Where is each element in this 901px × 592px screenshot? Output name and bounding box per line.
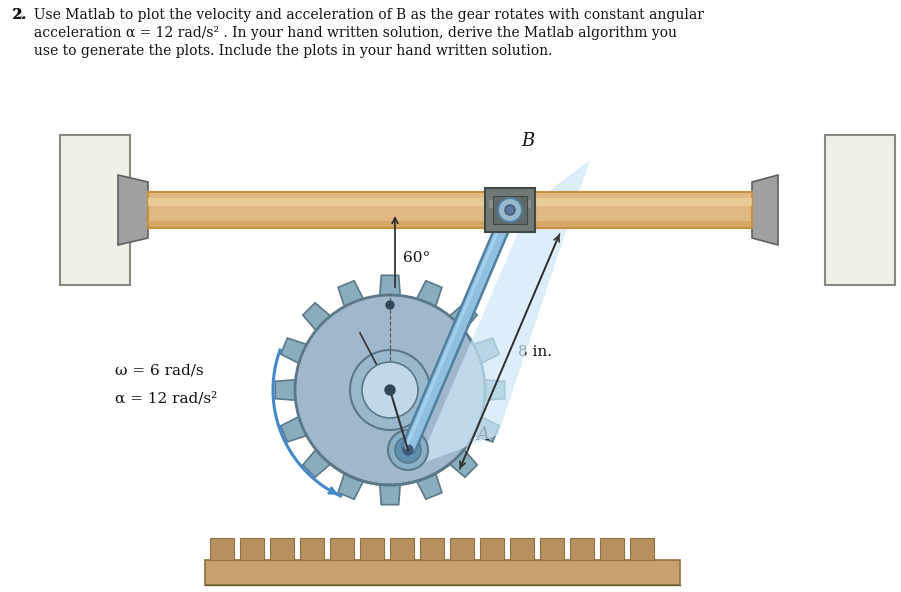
Text: acceleration α = 12 rad/s² . In your hand written solution, derive the Matlab al: acceleration α = 12 rad/s² . In your han… (12, 26, 677, 40)
Circle shape (362, 362, 418, 418)
Circle shape (295, 295, 485, 485)
Text: O: O (402, 378, 415, 394)
Polygon shape (330, 538, 354, 560)
Polygon shape (480, 538, 504, 560)
Bar (485, 188, 535, 232)
Polygon shape (450, 449, 478, 477)
Polygon shape (540, 538, 564, 560)
Text: 2.  Use Matlab to plot the velocity and acceleration of B as the gear rotates wi: 2. Use Matlab to plot the velocity and a… (12, 8, 704, 22)
Polygon shape (570, 538, 594, 560)
Polygon shape (402, 207, 516, 453)
Polygon shape (240, 538, 264, 560)
Circle shape (386, 301, 394, 309)
Text: 3 in.: 3 in. (335, 328, 369, 342)
Polygon shape (420, 538, 444, 560)
Polygon shape (303, 303, 331, 330)
Bar (493, 196, 527, 224)
Polygon shape (450, 538, 474, 560)
Polygon shape (416, 281, 441, 307)
Polygon shape (473, 417, 499, 442)
Polygon shape (416, 474, 441, 499)
Text: 60°: 60° (403, 251, 431, 265)
Circle shape (388, 430, 428, 470)
Text: 8 in.: 8 in. (517, 345, 551, 359)
Text: 2.: 2. (12, 8, 26, 22)
Polygon shape (303, 449, 331, 477)
Text: use to generate the plots. Include the plots in your hand written solution.: use to generate the plots. Include the p… (12, 44, 552, 58)
Polygon shape (450, 303, 478, 330)
Text: α = 12 rad/s²: α = 12 rad/s² (115, 391, 217, 405)
Polygon shape (510, 538, 534, 560)
Bar (148, 192, 752, 228)
Polygon shape (418, 160, 590, 465)
Polygon shape (60, 135, 130, 285)
Circle shape (395, 437, 421, 463)
Polygon shape (379, 275, 400, 295)
Polygon shape (600, 538, 624, 560)
Circle shape (350, 350, 430, 430)
Polygon shape (118, 175, 148, 245)
Polygon shape (752, 175, 778, 245)
Polygon shape (276, 379, 296, 400)
Polygon shape (485, 379, 505, 400)
Polygon shape (360, 538, 384, 560)
Polygon shape (379, 484, 400, 504)
Circle shape (498, 198, 522, 222)
Polygon shape (270, 538, 294, 560)
Polygon shape (630, 538, 654, 560)
Polygon shape (405, 208, 509, 449)
Text: B: B (522, 132, 534, 150)
Polygon shape (300, 538, 324, 560)
Polygon shape (338, 474, 363, 499)
Polygon shape (281, 417, 306, 442)
Text: 2 in.: 2 in. (335, 418, 369, 432)
Bar (148, 198, 752, 206)
Polygon shape (210, 538, 234, 560)
Bar (148, 221, 752, 228)
Polygon shape (473, 338, 499, 363)
Circle shape (385, 385, 395, 395)
Polygon shape (281, 338, 306, 363)
Circle shape (403, 445, 413, 455)
Polygon shape (205, 560, 680, 585)
Text: A: A (476, 426, 489, 444)
Polygon shape (338, 281, 363, 307)
Bar (489, 200, 531, 208)
Polygon shape (390, 538, 414, 560)
Circle shape (505, 205, 515, 215)
Text: ω = 6 rad/s: ω = 6 rad/s (115, 363, 204, 377)
Polygon shape (825, 135, 895, 285)
